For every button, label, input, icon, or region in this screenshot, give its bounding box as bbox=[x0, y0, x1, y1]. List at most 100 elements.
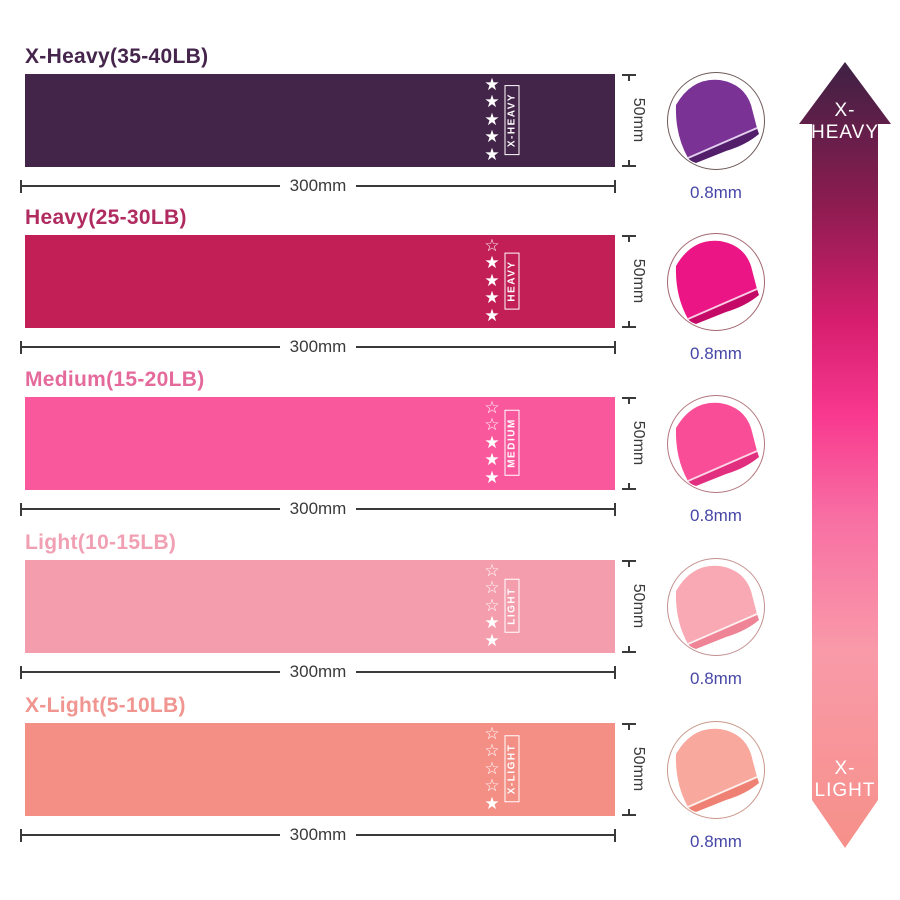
star-icon: ★ bbox=[484, 305, 500, 326]
dimension-line bbox=[22, 834, 280, 836]
star-rating: ☆ ★ ★ ★ ★ bbox=[480, 235, 504, 328]
band-tag-text: LIGHT bbox=[506, 587, 518, 625]
thickness-figure: 0.8mm bbox=[666, 394, 766, 526]
height-dimension: 50mm bbox=[621, 397, 655, 490]
dimension-tick-bottom bbox=[622, 165, 636, 167]
band-section: X-Heavy(35-40LB) ★ ★ ★ ★ ★ X-HEAVY 300mm 50m… bbox=[0, 44, 900, 207]
star-icon: ★ bbox=[484, 432, 500, 453]
folded-band-photo bbox=[667, 233, 765, 331]
dimension-tick-left bbox=[20, 502, 22, 516]
band-fold-underside bbox=[688, 128, 759, 163]
dimension-stem-top bbox=[628, 399, 630, 404]
thickness-label: 0.8mm bbox=[690, 832, 742, 851]
star-icon: ★ bbox=[484, 74, 500, 95]
band-fold-top bbox=[675, 402, 757, 481]
width-dimension-label: 300mm bbox=[289, 176, 347, 195]
dimension-line bbox=[22, 671, 280, 673]
band-title: Medium(15-20LB) bbox=[25, 368, 205, 391]
dimension-tick-left bbox=[20, 828, 22, 842]
star-icon: ★ bbox=[484, 144, 500, 165]
dimension-line bbox=[356, 185, 614, 187]
star-icon: ☆ bbox=[484, 560, 500, 581]
height-dimension: 50mm bbox=[621, 723, 655, 816]
thickness-figure: 0.8mm bbox=[666, 720, 766, 852]
dimension-tick-right bbox=[614, 340, 616, 354]
band-tag-text: HEAVY bbox=[506, 260, 518, 302]
star-icon: ★ bbox=[484, 467, 500, 488]
arrow-top-label-line1: X- bbox=[835, 100, 856, 121]
star-icon: ★ bbox=[484, 630, 500, 651]
star-icon: ☆ bbox=[484, 595, 500, 616]
star-icon: ★ bbox=[484, 253, 500, 274]
dimension-tick-left bbox=[20, 340, 22, 354]
dimension-tick-top bbox=[622, 235, 636, 237]
dimension-line bbox=[22, 185, 280, 187]
star-icon: ☆ bbox=[484, 397, 500, 418]
star-icon: ☆ bbox=[484, 776, 500, 797]
width-dimension: 300mm bbox=[20, 337, 616, 356]
thickness-figure: 0.8mm bbox=[666, 557, 766, 689]
band-section: X-Light(5-10LB) ☆ ☆ ☆ ☆ ★ X-LIGHT 300mm 50mm bbox=[0, 693, 900, 856]
star-icon: ★ bbox=[484, 793, 500, 814]
height-dimension: 50mm bbox=[621, 235, 655, 328]
star-icon: ★ bbox=[484, 127, 500, 148]
band-fold-top bbox=[675, 240, 757, 319]
arrow-top-label-line2: HEAVY bbox=[811, 122, 879, 143]
band-fold-top bbox=[675, 728, 757, 807]
band-section: Heavy(25-30LB) ☆ ★ ★ ★ ★ HEAVY 300mm 50mm bbox=[0, 205, 900, 368]
dimension-tick-right bbox=[614, 665, 616, 679]
height-dimension: 50mm bbox=[621, 74, 655, 167]
thickness-label: 0.8mm bbox=[690, 183, 742, 202]
band-swatch: ☆ ☆ ☆ ★ ★ LIGHT bbox=[25, 560, 615, 653]
band-fold-crease bbox=[687, 613, 758, 645]
band-fold-crease bbox=[687, 776, 758, 808]
star-icon: ☆ bbox=[484, 758, 500, 779]
band-tag-label: LIGHT bbox=[504, 579, 520, 633]
thickness-figure: 0.8mm bbox=[666, 71, 766, 203]
band-swatch: ☆ ★ ★ ★ ★ HEAVY bbox=[25, 235, 615, 328]
band-swatch: ☆ ☆ ★ ★ ★ MEDIUM bbox=[25, 397, 615, 490]
height-dimension-label: 50mm bbox=[630, 583, 647, 629]
band-tag-text: X-HEAVY bbox=[506, 92, 518, 148]
band-fold-underside bbox=[688, 777, 759, 812]
width-dimension: 300mm bbox=[20, 499, 616, 518]
dimension-tick-left bbox=[20, 179, 22, 193]
height-dimension-label: 50mm bbox=[630, 97, 647, 143]
band-tag-label: HEAVY bbox=[504, 252, 520, 310]
dimension-stem-bottom bbox=[628, 321, 630, 326]
band-fold-underside bbox=[688, 614, 759, 649]
band-title: X-Heavy(35-40LB) bbox=[25, 45, 209, 68]
dimension-line bbox=[22, 508, 280, 510]
dimension-tick-right bbox=[614, 179, 616, 193]
height-dimension-label: 50mm bbox=[630, 746, 647, 792]
dimension-tick-bottom bbox=[622, 814, 636, 816]
width-dimension: 300mm bbox=[20, 825, 616, 844]
dimension-line bbox=[356, 508, 614, 510]
dimension-tick-top bbox=[622, 74, 636, 76]
height-dimension-label: 50mm bbox=[630, 258, 647, 304]
band-fold-underside bbox=[688, 451, 759, 486]
dimension-stem-top bbox=[628, 562, 630, 567]
band-tag-text: X-LIGHT bbox=[506, 743, 518, 795]
width-dimension: 300mm bbox=[20, 662, 616, 681]
star-rating: ☆ ☆ ☆ ☆ ★ bbox=[480, 723, 504, 816]
band-swatch: ☆ ☆ ☆ ☆ ★ X-LIGHT bbox=[25, 723, 615, 816]
star-icon: ★ bbox=[484, 270, 500, 291]
band-fold-crease bbox=[687, 450, 758, 482]
folded-band-photo bbox=[667, 721, 765, 819]
dimension-tick-bottom bbox=[622, 326, 636, 328]
dimension-stem-bottom bbox=[628, 483, 630, 488]
dimension-tick-bottom bbox=[622, 488, 636, 490]
thickness-label: 0.8mm bbox=[690, 506, 742, 525]
dimension-stem-top bbox=[628, 76, 630, 81]
thickness-label: 0.8mm bbox=[690, 669, 742, 688]
dimension-line bbox=[356, 834, 614, 836]
width-dimension-label: 300mm bbox=[289, 337, 347, 356]
star-rating: ★ ★ ★ ★ ★ bbox=[480, 74, 504, 167]
dimension-stem-bottom bbox=[628, 809, 630, 814]
band-fold-crease bbox=[687, 288, 758, 320]
height-dimension-label: 50mm bbox=[630, 420, 647, 466]
band-title: X-Light(5-10LB) bbox=[25, 694, 186, 717]
band-swatch: ★ ★ ★ ★ ★ X-HEAVY bbox=[25, 74, 615, 167]
